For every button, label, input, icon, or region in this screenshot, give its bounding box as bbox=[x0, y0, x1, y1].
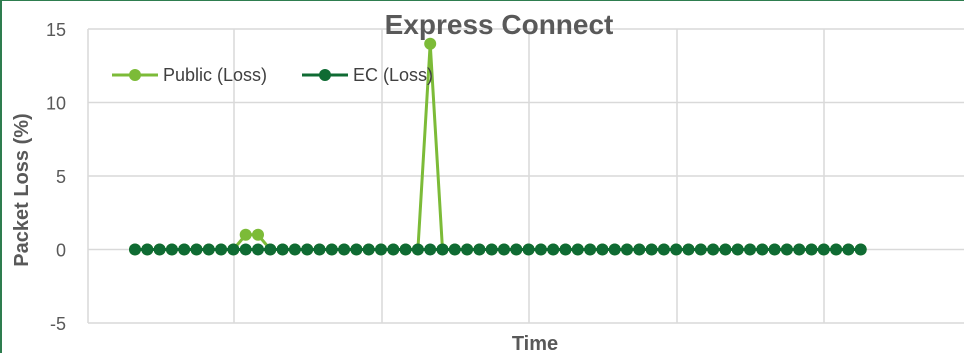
chart-title: Express Connect bbox=[385, 9, 614, 40]
data-point bbox=[165, 243, 178, 256]
data-point bbox=[301, 243, 314, 256]
data-point bbox=[202, 243, 215, 256]
data-point bbox=[682, 243, 695, 256]
data-point bbox=[670, 243, 683, 256]
legend-item: EC (Loss) bbox=[302, 65, 433, 85]
data-point bbox=[510, 243, 523, 256]
data-point bbox=[252, 243, 264, 256]
data-point bbox=[694, 243, 707, 256]
data-point bbox=[633, 243, 646, 256]
data-point bbox=[744, 243, 756, 256]
data-point bbox=[190, 243, 203, 256]
data-point bbox=[547, 243, 560, 256]
data-point bbox=[756, 243, 769, 256]
legend-marker bbox=[129, 69, 141, 81]
legend-label: EC (Loss) bbox=[353, 65, 433, 85]
data-point bbox=[645, 243, 658, 256]
data-point bbox=[817, 243, 830, 256]
data-point bbox=[375, 243, 387, 256]
data-point bbox=[178, 243, 191, 256]
data-point bbox=[424, 37, 437, 50]
data-point bbox=[805, 243, 818, 256]
y-tick-label: 5 bbox=[56, 167, 66, 187]
data-point bbox=[252, 228, 264, 241]
data-point bbox=[793, 243, 806, 256]
legend: Public (Loss) EC (Loss) bbox=[112, 65, 433, 85]
data-point bbox=[854, 243, 867, 256]
y-tick-label: 15 bbox=[46, 20, 66, 40]
data-point bbox=[559, 243, 572, 256]
data-point bbox=[731, 243, 744, 256]
y-tick-label: 0 bbox=[56, 241, 66, 261]
data-point bbox=[153, 243, 166, 256]
data-point bbox=[473, 243, 486, 256]
data-point bbox=[227, 243, 240, 256]
data-point bbox=[313, 243, 326, 256]
data-point bbox=[129, 243, 141, 256]
y-axis-ticks: -5 0 5 10 15 bbox=[46, 20, 66, 334]
data-point bbox=[399, 243, 412, 256]
y-tick-label: 10 bbox=[46, 94, 66, 114]
data-point bbox=[534, 243, 547, 256]
data-point bbox=[288, 243, 301, 256]
data-point bbox=[461, 243, 474, 256]
data-point bbox=[584, 243, 597, 256]
data-point bbox=[436, 243, 449, 256]
data-point bbox=[596, 243, 609, 256]
data-point bbox=[842, 243, 855, 256]
series-ec-loss bbox=[129, 243, 867, 256]
y-tick-label: -5 bbox=[50, 314, 66, 334]
data-point bbox=[362, 243, 375, 256]
data-point bbox=[485, 243, 498, 256]
data-point bbox=[608, 243, 621, 256]
data-point bbox=[411, 243, 424, 256]
data-point bbox=[707, 243, 720, 256]
data-point bbox=[621, 243, 633, 256]
data-point bbox=[338, 243, 351, 256]
series-area bbox=[129, 37, 867, 256]
x-axis-title: Time bbox=[512, 333, 558, 354]
data-point bbox=[657, 243, 670, 256]
data-point bbox=[571, 243, 584, 256]
data-point bbox=[522, 243, 535, 256]
data-point bbox=[780, 243, 793, 256]
legend-item: Public (Loss) bbox=[112, 65, 267, 85]
data-point bbox=[276, 243, 289, 256]
legend-marker bbox=[319, 69, 331, 81]
data-point bbox=[239, 228, 252, 241]
data-point bbox=[424, 243, 437, 256]
data-point bbox=[350, 243, 363, 256]
data-point bbox=[264, 243, 277, 256]
data-point bbox=[719, 243, 732, 256]
data-point bbox=[830, 243, 843, 256]
data-point bbox=[325, 243, 338, 256]
data-point bbox=[215, 243, 228, 256]
data-point bbox=[387, 243, 400, 256]
data-point bbox=[448, 243, 461, 256]
legend-label: Public (Loss) bbox=[163, 65, 267, 85]
y-axis-title: Packet Loss (%) bbox=[11, 113, 33, 266]
data-point bbox=[141, 243, 154, 256]
data-point bbox=[768, 243, 781, 256]
data-point bbox=[498, 243, 510, 256]
data-point bbox=[239, 243, 252, 256]
